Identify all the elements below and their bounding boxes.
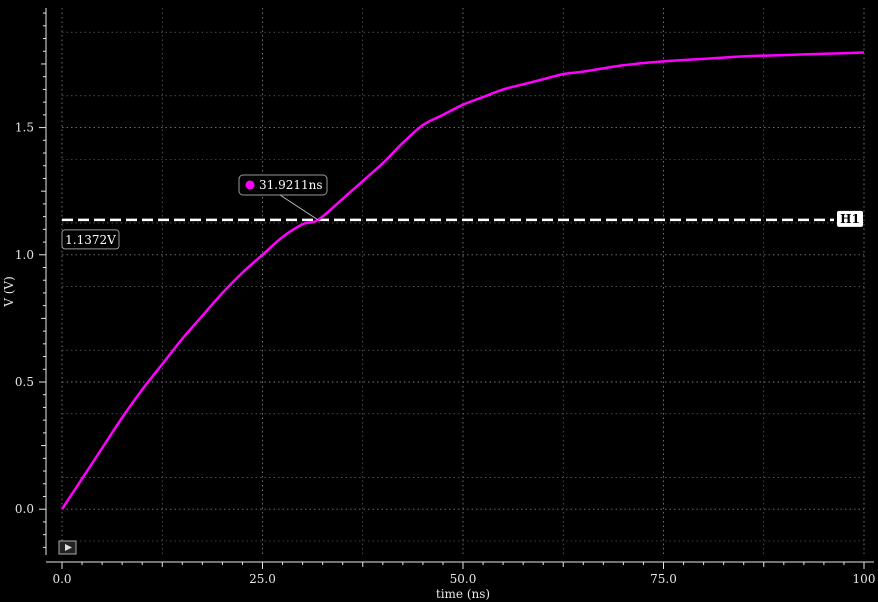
x-tick-label: 25.0 <box>249 572 276 586</box>
y-tick-label: 0.5 <box>15 375 34 389</box>
y-axis-title: V (V) <box>2 276 16 308</box>
crossing-marker-box <box>238 174 328 196</box>
x-tick-label: 75.0 <box>650 572 677 586</box>
y-tick-label: 1.0 <box>15 248 34 262</box>
y-tick-label: 0.0 <box>15 502 34 516</box>
y-tick-label: 1.5 <box>15 121 34 135</box>
h1-value-label: 1.1372V <box>65 233 116 247</box>
crossing-marker-label: 31.9211ns <box>259 178 323 192</box>
x-tick-label: 0.0 <box>52 572 71 586</box>
h1-tag-label: H1 <box>840 212 860 226</box>
play-button[interactable] <box>58 540 77 555</box>
series-line[interactable] <box>60 51 865 510</box>
crossing-marker[interactable]: 31.9211ns <box>238 174 328 221</box>
series-trace[interactable] <box>60 51 865 510</box>
h1-value-box <box>61 229 120 250</box>
x-tick-label: 100 <box>853 572 876 586</box>
play-icon <box>65 544 72 551</box>
horizontal-marker-h1[interactable]: H1 1.1372V <box>61 210 863 250</box>
x-tick-label: 50.0 <box>450 572 477 586</box>
x-axis-title: time (ns) <box>436 587 490 601</box>
axes <box>45 8 874 563</box>
y-axis-ticks: 0.0 0.5 1.0 1.5 <box>15 12 46 548</box>
crossing-marker-leader <box>279 194 319 221</box>
x-axis-ticks: 0.0 25.0 50.0 75.0 100 <box>52 562 875 586</box>
h1-tag-background <box>837 210 863 227</box>
crossing-marker-dot-icon <box>245 180 255 190</box>
grid-lines <box>61 8 865 555</box>
